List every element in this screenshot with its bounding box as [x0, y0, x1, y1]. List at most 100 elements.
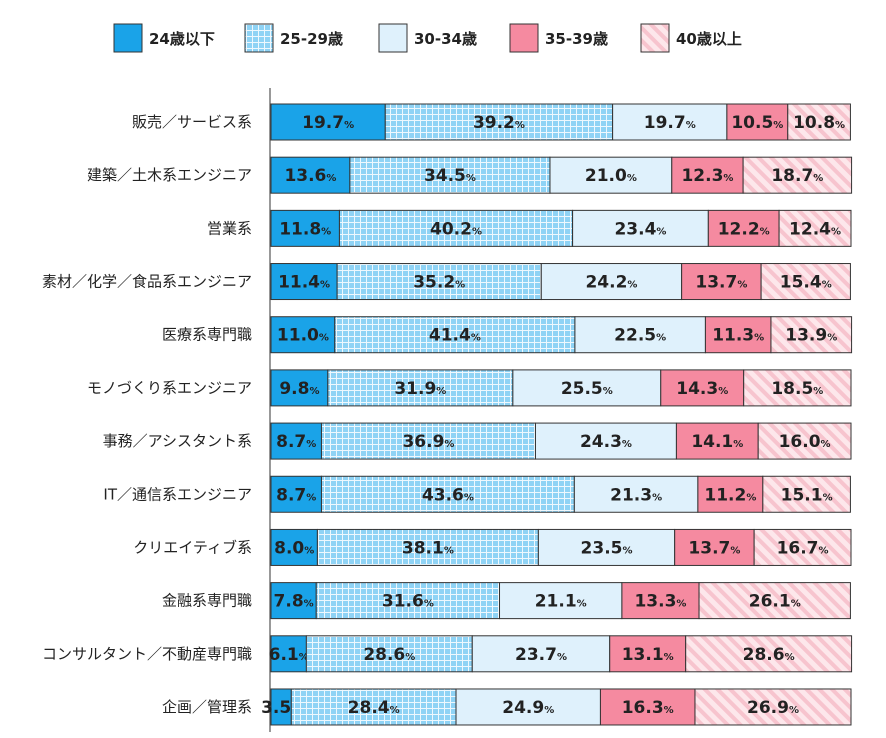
bar-segment [787, 103, 851, 141]
bar-segment [270, 369, 329, 407]
value-label: 13.7% [695, 273, 747, 293]
bar-segment [757, 422, 852, 460]
bars: 19.7% 39.2% 19.7% 10.5% 10.8% 13.6% 34.5% 21.0%… [261, 103, 853, 726]
value-label: 18.7% [771, 166, 823, 186]
category-label: 事務／アシスタント系 [103, 432, 252, 450]
value-label: 31.6% [382, 592, 434, 612]
value-label: 13.3% [634, 592, 686, 612]
bar-row: 8.7% 43.6% 21.3% 11.2% 15.1% [270, 475, 851, 513]
value-label: 40.2% [430, 219, 482, 239]
value-label: 39.2% [473, 113, 525, 133]
bar-segment [270, 316, 336, 354]
value-label: 35.2% [413, 273, 465, 293]
bar-segment [760, 263, 851, 301]
legend-label: 35-39歳 [545, 30, 608, 48]
legend-item: 25-29歳 [244, 23, 343, 53]
legend-label: 40歳以上 [676, 30, 742, 48]
value-label: 6.1% [269, 645, 309, 665]
bar-segment [270, 475, 322, 513]
value-label: 28.6% [743, 645, 795, 665]
bar-segment [778, 209, 852, 247]
value-label: 11.4% [278, 273, 330, 293]
bar-row: 9.8% 31.9% 25.5% 14.3% 18.5% [270, 369, 852, 407]
value-label: 15.1% [781, 485, 833, 505]
legend-item: 24歳以下 [113, 23, 215, 53]
value-label: 43.6% [422, 485, 474, 505]
value-label: 12.2% [718, 219, 770, 239]
bar-row: 6.1% 28.6% 23.7% 13.1% 28.6% [269, 635, 853, 673]
legend-label: 24歳以下 [149, 30, 215, 48]
bar-segment [704, 316, 772, 354]
value-label: 38.1% [402, 538, 454, 558]
value-label: 23.7% [515, 645, 567, 665]
value-label: 16.0% [779, 432, 831, 452]
bar-segment [270, 635, 307, 673]
bar-segment [612, 103, 728, 141]
value-label: 24.9% [502, 698, 554, 718]
value-label: 8.7% [276, 485, 316, 505]
bar-segment [621, 582, 700, 620]
category-label: クリエイティブ系 [133, 538, 252, 556]
category-label: 素材／化学／食品系エンジニア [42, 273, 252, 291]
bar-segment [270, 422, 322, 460]
legend-swatch [509, 23, 539, 53]
bar-row: 3.5%28.4%24.9%16.3%26.9% [261, 688, 852, 726]
bar-segment [315, 582, 501, 620]
category-label: 企画／管理系 [162, 698, 252, 716]
bar-segment [609, 635, 687, 673]
value-label: 26.9% [747, 698, 799, 718]
bar-segment [671, 156, 744, 194]
category-label: コンサルタント／不動産専門職 [42, 645, 252, 663]
bar-segment [599, 688, 696, 726]
legend: 24歳以下 25-29歳 30-34歳 35-39歳 40歳以上 [113, 23, 742, 53]
legend-label: 30-34歳 [414, 30, 477, 48]
bar-segment [537, 528, 676, 566]
bar-segment [694, 688, 852, 726]
bar-row: 7.8% 31.6% 21.1% 13.3% 26.1% [270, 582, 851, 620]
category-label: モノづくり系エンジニア [87, 379, 252, 397]
bar-segment [573, 475, 699, 513]
bar-segment [574, 316, 706, 354]
value-label: 21.1% [535, 592, 587, 612]
value-label: 25.5% [561, 379, 613, 399]
value-label: 14.1% [691, 432, 743, 452]
bar-row: 13.6% 34.5% 21.0% 12.3% 18.7% [270, 156, 853, 194]
category-labels: 販売／サービス系建築／土木系エンジニア営業系素材／化学／食品系エンジニア医療系専… [42, 113, 252, 716]
value-label: 28.6% [363, 645, 415, 665]
legend-item: 35-39歳 [509, 23, 608, 53]
bar-segment [270, 209, 340, 247]
bar-segment [707, 209, 780, 247]
legend-label: 25-29歳 [280, 30, 343, 48]
bar-segment [270, 156, 351, 194]
value-label: 12.4% [789, 219, 841, 239]
bar-segment [270, 528, 318, 566]
legend-swatch [113, 23, 143, 53]
value-label: 31.9% [394, 379, 446, 399]
value-label: 16.3% [622, 698, 674, 718]
value-label: 41.4% [429, 326, 481, 346]
value-label: 36.9% [402, 432, 454, 452]
bar-segment [549, 156, 673, 194]
bar-segment [743, 369, 852, 407]
legend-swatch [244, 23, 274, 53]
value-label: 13.1% [622, 645, 674, 665]
value-label: 8.7% [276, 432, 316, 452]
bar-segment [753, 528, 852, 566]
bar-segment [681, 263, 762, 301]
bar-segment [685, 635, 853, 673]
category-label: IT／通信系エンジニア [103, 485, 252, 503]
value-label: 28.4% [348, 698, 400, 718]
bar-segment [726, 103, 789, 141]
bar-segment [290, 688, 457, 726]
value-label: 22.5% [614, 326, 666, 346]
bar-segment [334, 316, 576, 354]
category-label: 金融系専門職 [162, 592, 252, 610]
legend-item: 40歳以上 [640, 23, 742, 53]
bar-segment [384, 103, 614, 141]
bar-segment [305, 635, 473, 673]
bar-row: 8.7% 36.9% 24.3% 14.1% 16.0% [270, 422, 852, 460]
bar-row: 19.7% 39.2% 19.7% 10.5% 10.8% [270, 103, 851, 141]
category-label: 医療系専門職 [162, 326, 252, 344]
value-label: 18.5% [771, 379, 823, 399]
